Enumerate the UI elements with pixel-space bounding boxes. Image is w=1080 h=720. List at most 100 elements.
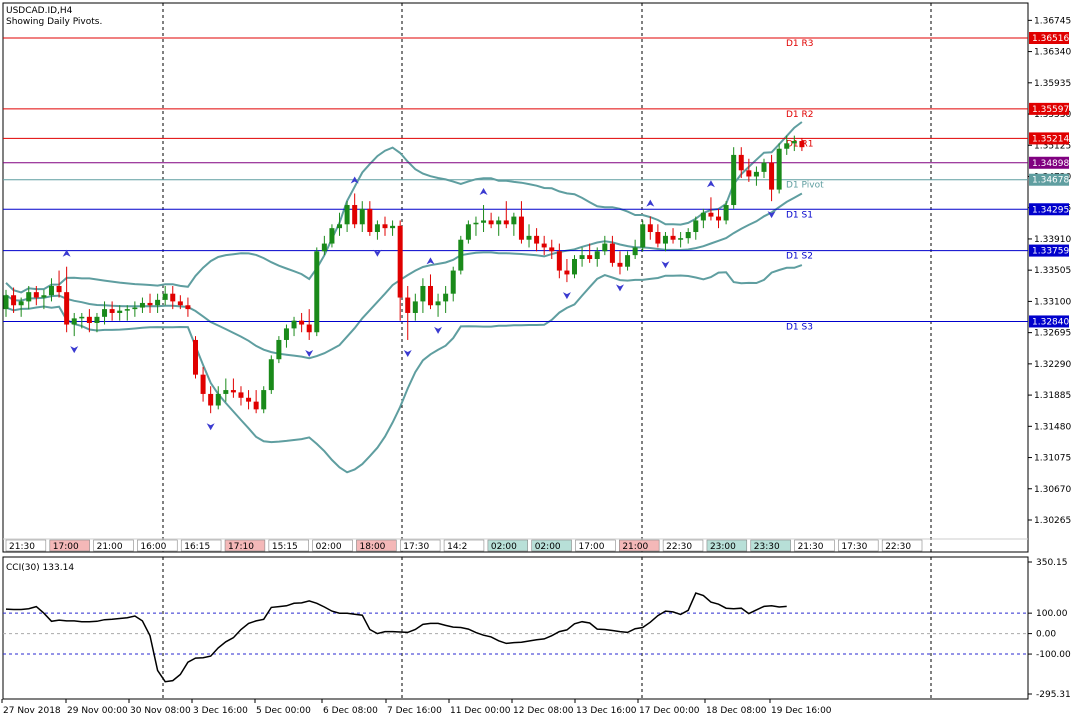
candle-body <box>435 301 441 306</box>
candle-body <box>291 320 297 329</box>
time-marker-strip: 21:30 17:00 21:00 16:00 16:15 17:10 15:15 02:00… <box>3 538 1028 552</box>
candle-body <box>367 208 373 233</box>
candle-body <box>784 143 790 149</box>
candle-body <box>139 302 145 308</box>
price-box-label: 1.35597 <box>1032 105 1069 115</box>
candle-body <box>769 162 775 190</box>
candle-body <box>390 225 396 229</box>
price-box <box>1029 203 1069 216</box>
candle-body <box>723 205 729 221</box>
candle-body <box>33 292 39 298</box>
main-grid <box>2 2 1029 700</box>
candle-body <box>329 228 335 244</box>
candle-body <box>647 224 653 233</box>
candle-body <box>41 295 47 298</box>
price-tick-label: 1.35935 <box>1034 79 1071 89</box>
candle-body <box>708 212 714 217</box>
bollinger-bands <box>5 121 803 474</box>
candle-body <box>18 301 24 306</box>
time-marker-label: 16:00 <box>140 542 166 552</box>
candle-body <box>488 220 494 225</box>
candle-body <box>276 339 282 360</box>
time-tick-label: 18 Dec 08:00 <box>706 706 767 716</box>
candle-body <box>738 154 744 171</box>
candle-body <box>587 255 593 259</box>
candle-body <box>246 397 252 402</box>
candle-body <box>3 295 9 310</box>
candle-body <box>162 293 168 300</box>
pivot-name: D1 R2 <box>786 110 814 120</box>
candle-body <box>503 220 509 225</box>
time-tick-label: 3 Dec 16:00 <box>193 706 248 716</box>
time-marker-label: 18:00 <box>359 542 385 552</box>
candle-body <box>48 285 54 296</box>
time-marker-box <box>750 539 791 552</box>
price-box-label: 1.34295 <box>1032 205 1069 215</box>
time-marker-label: 17:00 <box>53 542 79 552</box>
price-box-label: 1.32840 <box>1032 317 1069 327</box>
candle-body <box>685 232 691 239</box>
time-marker-label: 23:00 <box>710 542 736 552</box>
candle-body <box>632 247 638 256</box>
candle-body <box>731 154 737 206</box>
candle-body <box>86 316 92 323</box>
price-box-label: 1.35214 <box>1032 134 1069 144</box>
cci-label: CCI(30) 133.14 <box>6 563 74 573</box>
time-tick-label: 6 Dec 08:00 <box>323 706 378 716</box>
fractal-up-arrow <box>646 199 655 207</box>
candle-body <box>11 295 17 306</box>
fractal-down-arrow <box>615 284 624 292</box>
price-axis: 1.367451.363401.359351.355301.351251.347… <box>1028 16 1071 526</box>
cci-tick-label: -100.00 <box>1036 650 1071 660</box>
price-tick-label: 1.35530 <box>1034 110 1071 120</box>
price-tick-label: 1.33910 <box>1034 235 1071 245</box>
time-marker-label: 15:15 <box>272 542 298 552</box>
candle-body <box>799 141 805 148</box>
time-marker-box <box>356 539 397 552</box>
fractal-down-arrow <box>661 261 670 269</box>
candle-body <box>185 305 191 310</box>
price-tick-label: 1.30670 <box>1034 485 1071 495</box>
price-tick-label: 1.32290 <box>1034 360 1071 370</box>
time-marker-box <box>180 539 222 552</box>
candle-body <box>170 293 176 302</box>
fractal-down-arrow <box>767 211 776 219</box>
time-tick-label: 27 Nov 2018 <box>3 706 61 716</box>
price-box-label: 1.36516 <box>1032 34 1069 44</box>
candle-body <box>314 251 320 333</box>
time-tick-label: 11 Dec 00:00 <box>450 706 511 716</box>
time-marker-label: 21:30 <box>798 542 824 552</box>
time-marker-label: 02:00 <box>535 542 561 552</box>
pivot-name: D1 S3 <box>786 322 813 332</box>
candle-body <box>450 270 456 294</box>
time-marker-label: 23:30 <box>754 542 780 552</box>
candle-body <box>94 316 100 323</box>
chart-subtitle: Showing Daily Pivots. <box>6 17 102 27</box>
cci-tick-label: -295.31 <box>1036 690 1071 700</box>
time-marker-box <box>619 539 660 552</box>
candle-body <box>564 270 570 275</box>
time-marker-box <box>881 539 923 552</box>
candle-body <box>662 235 668 244</box>
time-tick-label: 30 Nov 08:00 <box>130 706 191 716</box>
candle-body <box>609 243 615 263</box>
candle-body <box>655 232 661 244</box>
time-tick-label: 17 Dec 00:00 <box>639 706 700 716</box>
candle-body <box>253 401 259 410</box>
fractal-up-arrow <box>706 180 715 188</box>
pivot-name: D1 R3 <box>786 39 814 49</box>
candle-body <box>594 251 600 259</box>
time-tick-label: 29 Nov 00:00 <box>67 706 128 716</box>
candle-body <box>132 307 138 310</box>
candle-body <box>700 212 706 221</box>
fractal-down-arrow <box>70 346 79 354</box>
time-marker-box <box>794 539 835 552</box>
price-box <box>1029 32 1069 45</box>
candle-body <box>572 258 577 275</box>
price-tick-label: 1.31885 <box>1034 391 1071 401</box>
price-tick-label: 1.30265 <box>1034 516 1071 526</box>
candle-body <box>420 285 426 302</box>
fractal-down-arrow <box>305 349 314 357</box>
time-tick-label: 13 Dec 16:00 <box>576 706 637 716</box>
